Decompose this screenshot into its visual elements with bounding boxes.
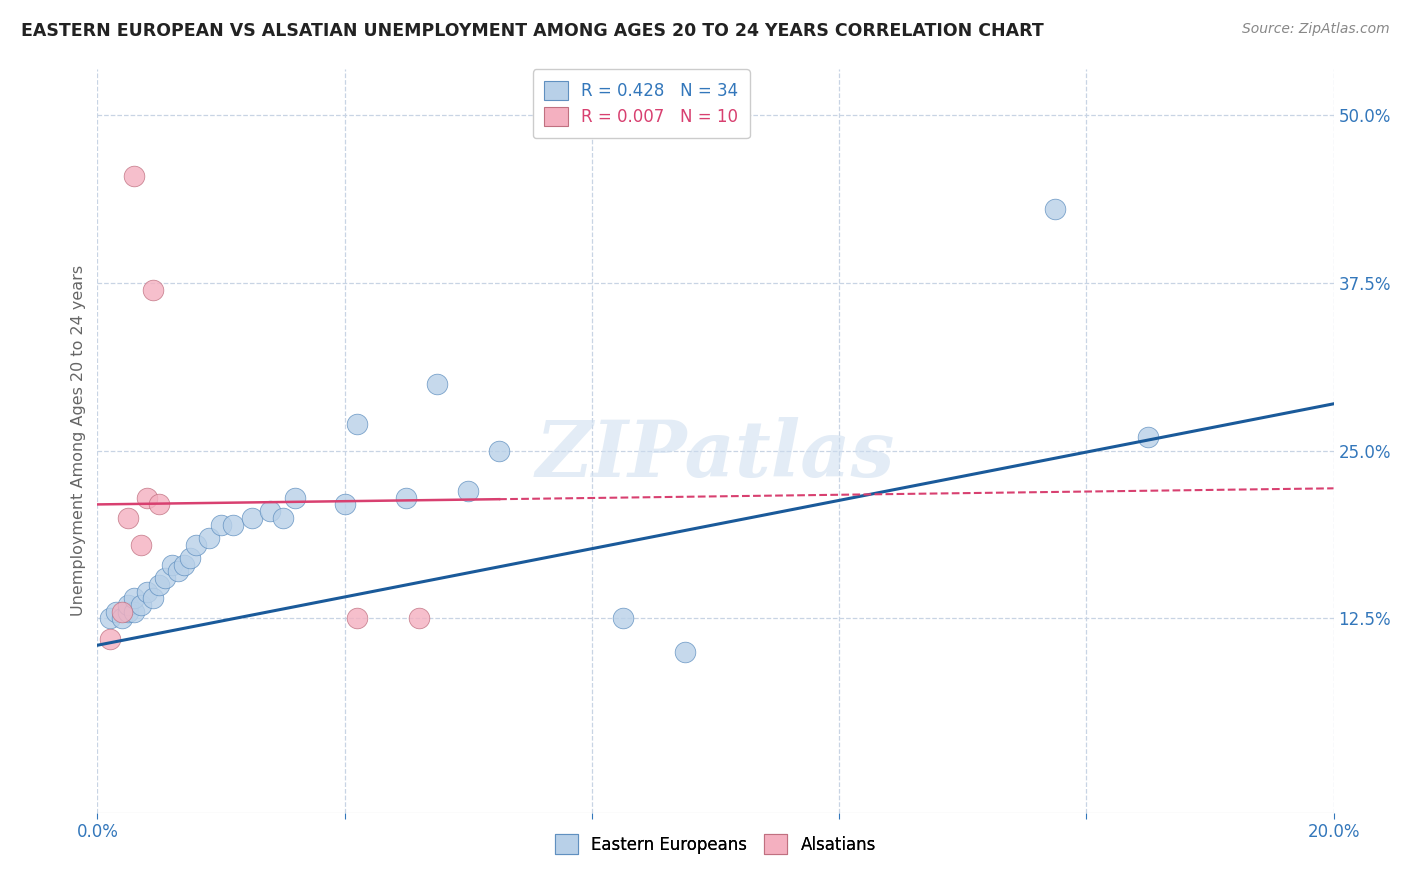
Point (284, 491, 307, 505)
Point (259, 504, 281, 518)
Point (1137, 430, 1160, 444)
Point (173, 558, 195, 572)
Point (117, 598, 139, 612)
Point (346, 611, 368, 625)
Y-axis label: Unemployment Among Ages 20 to 24 years: Unemployment Among Ages 20 to 24 years (72, 265, 86, 616)
Point (129, 538, 152, 552)
Point (117, 605, 139, 619)
Point (142, 283, 165, 297)
Point (395, 491, 418, 505)
Text: EASTERN EUROPEAN VS ALSATIAN UNEMPLOYMENT AMONG AGES 20 TO 24 YEARS CORRELATION : EASTERN EUROPEAN VS ALSATIAN UNEMPLOYMEN… (21, 22, 1043, 40)
Point (155, 571, 177, 585)
Point (148, 497, 170, 511)
Point (612, 611, 634, 625)
Point (457, 483, 479, 498)
Point (197, 531, 219, 545)
Text: ZIPatlas: ZIPatlas (536, 417, 896, 494)
Point (408, 611, 430, 625)
Point (135, 491, 157, 505)
Text: Source: ZipAtlas.com: Source: ZipAtlas.com (1241, 22, 1389, 37)
Point (488, 443, 510, 458)
Point (129, 598, 152, 612)
Point (222, 517, 245, 532)
Point (124, 169, 146, 183)
Point (111, 605, 134, 619)
Point (104, 605, 127, 619)
Point (148, 578, 170, 592)
Point (240, 511, 263, 525)
Point (186, 538, 208, 552)
Legend: Eastern Europeans, Alsatians: Eastern Europeans, Alsatians (548, 828, 883, 861)
Point (426, 376, 449, 391)
Point (117, 511, 139, 525)
Point (271, 511, 294, 525)
Point (135, 584, 157, 599)
Point (124, 591, 146, 606)
Point (179, 551, 201, 566)
Point (160, 558, 183, 572)
Point (98, 611, 121, 625)
Point (333, 497, 356, 511)
Point (111, 611, 134, 625)
Point (98, 632, 121, 646)
Point (142, 591, 165, 606)
Point (166, 565, 188, 579)
Point (124, 605, 146, 619)
Point (346, 417, 368, 431)
Point (673, 645, 696, 659)
Point (209, 517, 232, 532)
Point (1045, 202, 1067, 217)
